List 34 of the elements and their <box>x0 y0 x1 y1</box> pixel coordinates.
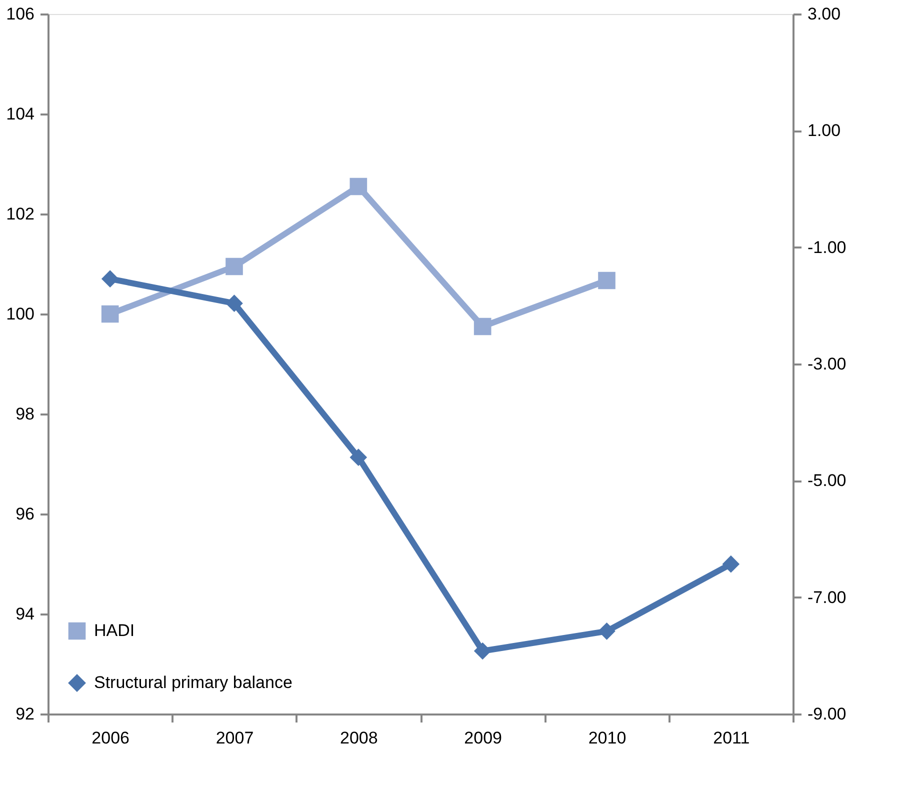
y2-tick-label: -7.00 <box>808 588 846 607</box>
x-tick-label: 2006 <box>92 728 130 748</box>
point <box>226 258 243 276</box>
point <box>226 294 243 312</box>
x-tick-label: 2007 <box>216 728 254 748</box>
y-tick-label: 104 <box>6 104 34 124</box>
y2-tick-label: 1.00 <box>808 121 841 140</box>
point <box>101 305 119 323</box>
x-tick-label: 2010 <box>588 728 626 748</box>
x-tick-label: 2008 <box>340 728 378 748</box>
point <box>350 178 368 196</box>
point <box>474 642 492 660</box>
y2-tick-label: -1.00 <box>808 238 846 257</box>
point <box>722 555 740 573</box>
y-tick-label: 98 <box>16 404 34 424</box>
point <box>350 448 368 466</box>
legend-label: HADI <box>94 621 135 640</box>
y-tick-label: 102 <box>6 204 34 224</box>
y2-tick-label: -9.00 <box>808 704 846 724</box>
y2-tick-label: 3.00 <box>808 4 841 24</box>
y-tick-label: 96 <box>16 504 34 524</box>
y2-tick-label: -5.00 <box>808 471 846 490</box>
y-tick-label: 106 <box>6 4 34 24</box>
point <box>101 270 119 288</box>
y-tick-label: 94 <box>16 604 34 624</box>
y2-tick-label: -3.00 <box>808 354 846 374</box>
x-tick-label: 2011 <box>713 728 750 748</box>
y-tick-label: 100 <box>6 304 34 324</box>
y-tick-label: 92 <box>16 704 34 724</box>
x-tick-label: 2009 <box>464 728 502 748</box>
point <box>598 272 616 290</box>
point <box>474 318 492 336</box>
point <box>598 622 616 640</box>
legend-label: Structural primary balance <box>94 673 292 692</box>
